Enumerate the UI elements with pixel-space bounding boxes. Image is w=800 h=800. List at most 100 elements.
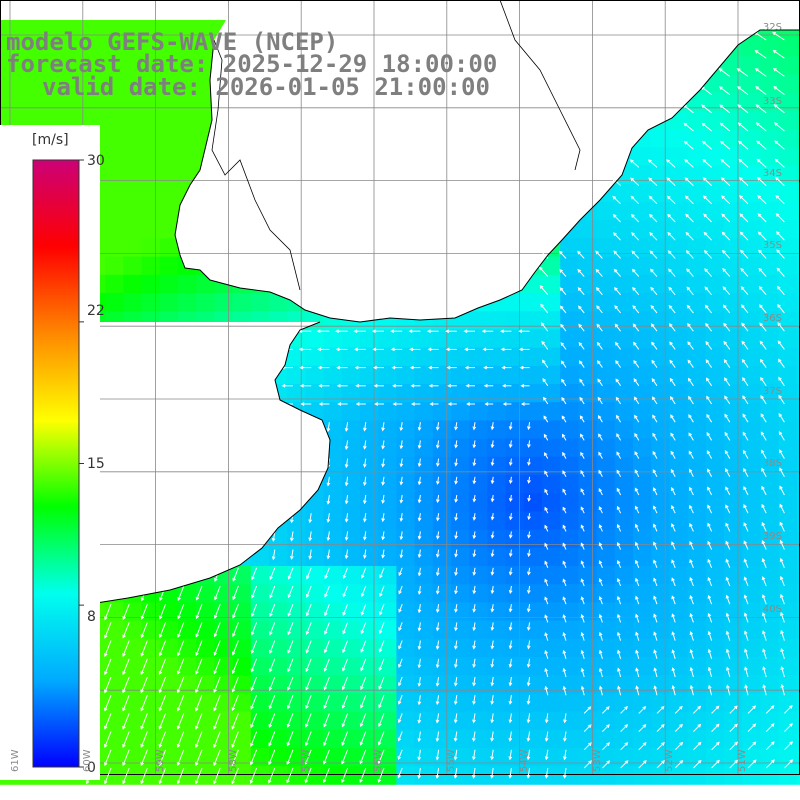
- field-cell: [760, 74, 779, 94]
- field-cell: [614, 729, 634, 749]
- field-cell: [178, 74, 197, 94]
- wind-arrow: [435, 567, 440, 577]
- wind-arrow: [595, 286, 603, 296]
- wind-arrow: [701, 140, 712, 150]
- wind-arrow: [435, 731, 440, 743]
- wind-arrow: [397, 713, 403, 724]
- field-cell: [760, 311, 779, 330]
- wind-arrow: [777, 322, 785, 332]
- wind-arrow: [650, 323, 658, 332]
- wind-arrow: [472, 585, 477, 595]
- field-cell: [724, 638, 743, 658]
- wind-arrow: [689, 559, 694, 568]
- wind-arrow: [464, 365, 475, 370]
- wind-arrow: [490, 676, 495, 687]
- wind-arrow: [363, 513, 367, 523]
- field-cell: [323, 384, 343, 403]
- field-cell: [141, 238, 161, 257]
- wind-arrow: [544, 650, 549, 659]
- wind-arrow: [271, 513, 276, 524]
- field-cell: [614, 293, 634, 312]
- wind-arrow: [739, 231, 749, 241]
- wind-arrow: [562, 685, 567, 696]
- field-cell: [687, 529, 707, 549]
- wind-arrow: [596, 323, 603, 332]
- field-cell: [760, 402, 779, 421]
- wind-arrow: [602, 706, 610, 714]
- wind-arrow: [757, 213, 767, 223]
- wind-arrow: [286, 713, 294, 728]
- field-cell: [269, 529, 288, 549]
- wind-arrow: [611, 159, 621, 168]
- field-cell: [596, 529, 616, 549]
- wind-arrow: [580, 469, 585, 478]
- wind-arrow: [744, 648, 749, 659]
- wind-arrow: [398, 658, 403, 668]
- wind-arrow: [429, 402, 439, 406]
- field-cell: [778, 711, 798, 731]
- field-cell: [523, 748, 543, 767]
- wind-arrow: [705, 377, 713, 387]
- field-cell: [614, 220, 634, 239]
- field-cell: [141, 220, 161, 239]
- wind-arrow: [269, 622, 276, 636]
- wind-arrow: [738, 176, 749, 186]
- field-cell: [414, 456, 434, 476]
- wind-arrow: [454, 622, 458, 632]
- field-cell: [742, 547, 761, 567]
- wind-arrow: [520, 402, 530, 406]
- wind-arrow: [397, 695, 403, 705]
- wind-arrow: [772, 31, 785, 41]
- wind-arrow: [392, 402, 403, 406]
- field-cell: [378, 511, 397, 530]
- wind-arrow: [669, 377, 676, 387]
- wind-arrow: [104, 676, 112, 694]
- field-cell: [724, 493, 743, 512]
- wind-arrow: [502, 383, 512, 388]
- field-cell: [178, 38, 197, 57]
- field-cell: [523, 529, 543, 549]
- wind-arrow: [761, 576, 767, 587]
- wind-arrow: [578, 305, 585, 314]
- field-cell: [796, 456, 800, 476]
- wind-arrow: [598, 578, 603, 587]
- wind-arrow: [687, 322, 694, 332]
- field-cell: [178, 129, 197, 148]
- field-cell: [596, 711, 616, 731]
- wind-arrow: [490, 422, 495, 431]
- field-cell: [414, 329, 434, 348]
- field-cell: [614, 238, 634, 257]
- field-cell: [560, 638, 579, 658]
- wind-arrow: [539, 284, 549, 296]
- wind-arrow: [140, 713, 148, 730]
- wind-arrow: [232, 622, 239, 638]
- field-cell: [505, 729, 525, 749]
- field-cell: [633, 748, 652, 767]
- field-cell: [669, 748, 688, 767]
- field-cell: [742, 438, 761, 458]
- field-cell: [323, 402, 343, 421]
- field-cell: [705, 347, 725, 367]
- field-cell: [796, 711, 800, 731]
- wind-arrow: [562, 451, 567, 459]
- field-cell: [687, 329, 707, 348]
- field-cell: [469, 365, 488, 385]
- field-cell: [705, 74, 725, 94]
- wind-arrow: [653, 649, 658, 659]
- wind-arrow: [231, 767, 239, 785]
- field-cell: [323, 493, 343, 512]
- field-cell: [196, 56, 215, 75]
- wind-arrow: [617, 685, 622, 696]
- field-cell: [796, 129, 800, 148]
- wind-arrow: [323, 676, 330, 691]
- wind-arrow: [614, 286, 621, 296]
- wind-arrow: [705, 322, 712, 332]
- field-cell: [705, 220, 725, 239]
- field-cell: [633, 384, 652, 403]
- wind-arrow: [776, 231, 785, 241]
- field-cell: [123, 56, 142, 75]
- wind-arrow: [761, 467, 767, 478]
- wind-arrow: [472, 658, 476, 669]
- field-cell: [687, 475, 707, 494]
- wind-arrow: [754, 68, 767, 77]
